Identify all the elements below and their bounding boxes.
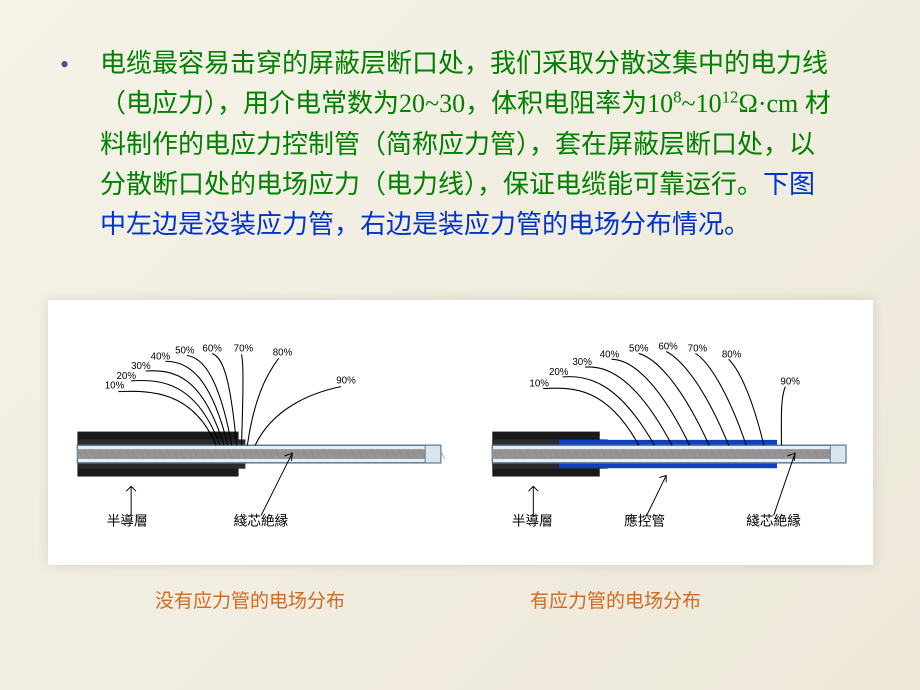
svg-text:10%: 10% xyxy=(105,381,125,392)
svg-text:20%: 20% xyxy=(116,371,136,382)
text-green-2: ~10 xyxy=(682,89,722,118)
svg-text:90%: 90% xyxy=(780,377,800,388)
svg-text:10%: 10% xyxy=(529,379,549,390)
sup-2: 12 xyxy=(722,88,739,107)
svg-text:70%: 70% xyxy=(688,343,708,354)
svg-text:30%: 30% xyxy=(572,357,592,368)
svg-text:半導層: 半導層 xyxy=(512,513,553,528)
svg-text:20%: 20% xyxy=(549,367,569,378)
svg-text:40%: 40% xyxy=(600,349,620,360)
paragraph: 电缆最容易击穿的屏蔽层断口处，我们采取分散这集中的电力线（电应力），用介电常数为… xyxy=(100,44,840,245)
svg-text:60%: 60% xyxy=(658,342,678,353)
svg-text:50%: 50% xyxy=(175,345,195,356)
diagram-left: 10%20%30%40% 50% 60% 70% 80% 90% 半導層 綫芯絶縁 xyxy=(73,330,453,540)
caption-right: 有应力管的电场分布 xyxy=(530,586,701,613)
svg-text:40%: 40% xyxy=(151,351,171,362)
svg-text:60%: 60% xyxy=(202,343,222,354)
svg-text:30%: 30% xyxy=(131,361,151,372)
sup-1: 8 xyxy=(673,88,681,107)
svg-text:半導層: 半導層 xyxy=(107,513,148,528)
bullet-marker: • xyxy=(60,50,69,80)
diagram-panel: 10%20%30%40%50%60%70%80%90% 半導層綫芯絶縁 10%2… xyxy=(48,300,873,565)
caption-left: 没有应力管的电场分布 xyxy=(155,586,345,613)
svg-text:綫芯絶縁: 綫芯絶縁 xyxy=(234,513,289,528)
svg-text:50%: 50% xyxy=(629,343,649,354)
svg-text:70%: 70% xyxy=(234,343,254,354)
svg-text:90%: 90% xyxy=(336,376,356,387)
diagram-right: 10%20%30% 40% 50% 60% 70% 80% 90% 半導層 應控管 綫芯絶縁 xyxy=(488,330,858,540)
svg-text:80%: 80% xyxy=(722,349,742,360)
svg-text:80%: 80% xyxy=(273,347,293,358)
svg-text:綫芯絶縁: 綫芯絶縁 xyxy=(746,513,801,528)
svg-text:應控管: 應控管 xyxy=(624,512,665,528)
